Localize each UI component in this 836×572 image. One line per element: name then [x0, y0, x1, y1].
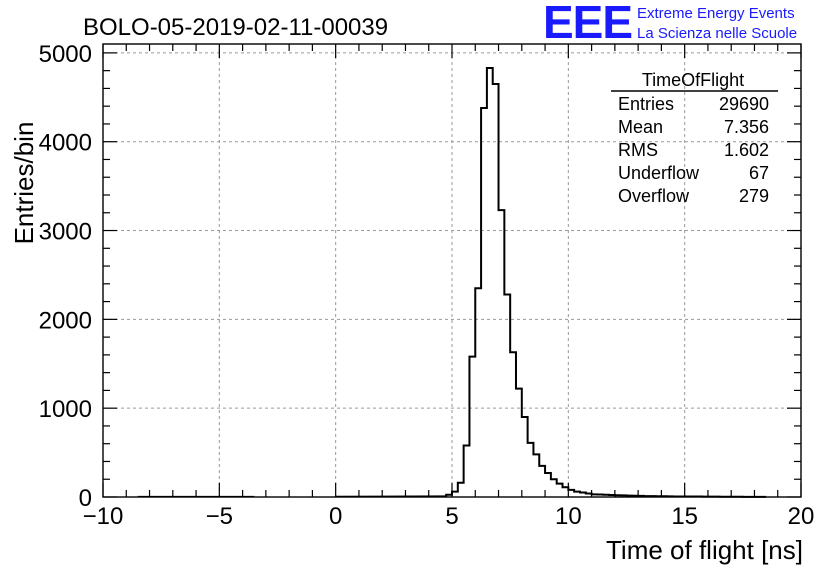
stats-row-label: RMS — [618, 140, 658, 160]
y-tick-label: 2000 — [39, 307, 92, 334]
x-axis-label: Time of flight [ns] — [606, 535, 803, 565]
stats-row-label: Underflow — [618, 163, 700, 183]
x-tick-label: 5 — [445, 503, 458, 530]
x-tick-label: 20 — [788, 503, 815, 530]
x-tick-label: 0 — [329, 503, 342, 530]
y-axis-label: Entries/bin — [9, 122, 39, 245]
stats-row-value: 29690 — [719, 94, 769, 114]
stats-rows: Entries 29690 Mean 7.356 RMS 1.602 Underflow 67… — [618, 94, 769, 206]
histogram-outline — [445, 66, 767, 498]
stats-row-label: Overflow — [618, 186, 690, 206]
stats-row-value: 1.602 — [724, 140, 769, 160]
stats-row-value: 7.356 — [724, 117, 769, 137]
stats-row-value: 67 — [749, 163, 769, 183]
y-tick-label: 1000 — [39, 396, 92, 423]
eee-logo: EEE — [543, 0, 632, 48]
logo-line-1: Extreme Energy Events — [637, 5, 795, 22]
x-tick-label: −10 — [83, 503, 124, 530]
histogram-series — [137, 66, 767, 498]
y-tick-label: 0 — [79, 485, 92, 512]
x-tick-label: −5 — [206, 503, 233, 530]
logo-line-2: La Scienza nelle Scuole — [637, 25, 797, 42]
y-tick-label: 5000 — [39, 41, 92, 68]
x-tick-labels: −10 −5 0 5 10 15 20 — [83, 503, 815, 530]
y-tick-label: 4000 — [39, 130, 92, 157]
stats-row-label: Entries — [618, 94, 674, 114]
stats-row-label: Mean — [618, 117, 663, 137]
x-tick-label: 15 — [671, 503, 698, 530]
histogram-bin — [487, 68, 493, 497]
y-tick-labels: 0 1000 2000 3000 4000 5000 — [39, 41, 92, 512]
axis-ticks — [102, 44, 802, 498]
run-title: BOLO-05-2019-02-11-00039 — [83, 14, 388, 41]
stats-title: TimeOfFlight — [642, 70, 744, 90]
x-tick-label: 10 — [555, 503, 582, 530]
stats-box: TimeOfFlight Entries 29690 Mean 7.356 RMS 1.6… — [611, 70, 778, 206]
stats-row-value: 279 — [739, 186, 769, 206]
y-tick-label: 3000 — [39, 219, 92, 246]
grid-lines — [103, 44, 801, 497]
